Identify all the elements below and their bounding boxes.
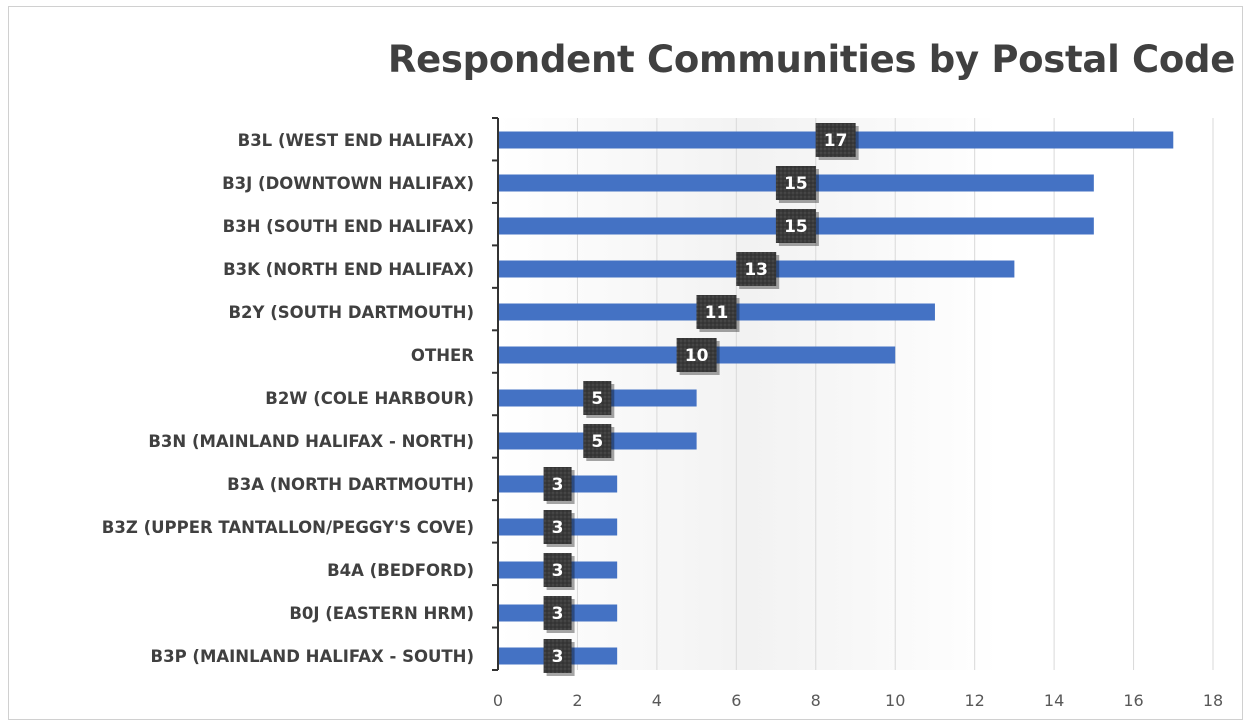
- data-label-value: 10: [685, 346, 709, 366]
- data-label: 13: [736, 252, 780, 289]
- data-label-value: 17: [824, 131, 848, 151]
- x-tick-label: 8: [811, 691, 821, 710]
- category-label: B4A (BEDFORD): [327, 561, 474, 580]
- data-label-value: 3: [552, 561, 564, 581]
- data-label-box: [676, 338, 717, 372]
- data-label-value: 5: [591, 389, 603, 409]
- x-tick-label: 14: [1044, 691, 1064, 710]
- data-label: 5: [583, 424, 615, 461]
- category-label: B0J (EASTERN HRM): [289, 604, 474, 623]
- x-axis-ticks: 0 2 4 6 8 10 12 14 16 18: [493, 691, 1223, 710]
- data-label-value: 3: [552, 518, 564, 538]
- category-label: B3J (DOWNTOWN HALIFAX): [222, 174, 474, 193]
- category-label: B3K (NORTH END HALIFAX): [223, 260, 474, 279]
- data-label: 17: [815, 123, 859, 160]
- category-label: B2W (COLE HARBOUR): [265, 389, 474, 408]
- data-label-value: 15: [784, 174, 808, 194]
- chart-title: Respondent Communities by Postal Code: [387, 38, 1235, 81]
- x-tick-label: 6: [731, 691, 741, 710]
- category-label: B3H (SOUTH END HALIFAX): [223, 217, 474, 236]
- data-label-box: [696, 295, 737, 329]
- data-label: 10: [676, 338, 720, 375]
- data-label: 3: [543, 553, 575, 590]
- data-label: 3: [543, 467, 575, 504]
- data-label-value: 3: [552, 647, 564, 667]
- category-label: OTHER: [411, 346, 474, 365]
- data-label-value: 3: [552, 604, 564, 624]
- data-label-value: 3: [552, 475, 564, 495]
- data-label: 15: [775, 166, 819, 203]
- data-label-box: [543, 553, 572, 587]
- data-label: 15: [775, 209, 819, 246]
- x-tick-label: 16: [1123, 691, 1143, 710]
- data-label-box: [736, 252, 777, 286]
- data-label-value: 11: [705, 303, 729, 323]
- data-label-box: [543, 467, 572, 501]
- data-label-value: 13: [744, 260, 768, 280]
- x-tick-label: 0: [493, 691, 503, 710]
- data-label-box: [583, 381, 612, 415]
- category-label: B3A (NORTH DARTMOUTH): [227, 475, 474, 494]
- category-label: B3Z (UPPER TANTALLON/PEGGY'S COVE): [102, 518, 474, 537]
- data-label: 3: [543, 596, 575, 633]
- data-labels: 17 15 15 13 11 10 5 5 3 3 3 3 3: [543, 123, 859, 676]
- data-label: 3: [543, 639, 575, 676]
- data-label: 3: [543, 510, 575, 547]
- category-label: B3L (WEST END HALIFAX): [238, 131, 474, 150]
- data-label-box: [815, 123, 856, 157]
- data-label: 11: [696, 295, 740, 332]
- x-tick-label: 4: [652, 691, 662, 710]
- data-label-box: [543, 596, 572, 630]
- x-tick-label: 10: [885, 691, 905, 710]
- data-label-box: [775, 166, 816, 200]
- x-tick-label: 2: [572, 691, 582, 710]
- x-tick-label: 12: [964, 691, 984, 710]
- data-label-box: [543, 510, 572, 544]
- data-label-box: [583, 424, 612, 458]
- data-label-box: [543, 639, 572, 673]
- data-label-value: 15: [784, 217, 808, 237]
- data-label-box: [775, 209, 816, 243]
- category-label: B2Y (SOUTH DARTMOUTH): [228, 303, 474, 322]
- y-axis: [492, 117, 499, 671]
- category-label: B3P (MAINLAND HALIFAX - SOUTH): [151, 647, 474, 666]
- x-tick-label: 18: [1203, 691, 1223, 710]
- data-label-value: 5: [591, 432, 603, 452]
- category-labels: B3L (WEST END HALIFAX) B3J (DOWNTOWN HALI…: [102, 131, 474, 666]
- data-label: 5: [583, 381, 615, 418]
- category-label: B3N (MAINLAND HALIFAX - NORTH): [148, 432, 474, 451]
